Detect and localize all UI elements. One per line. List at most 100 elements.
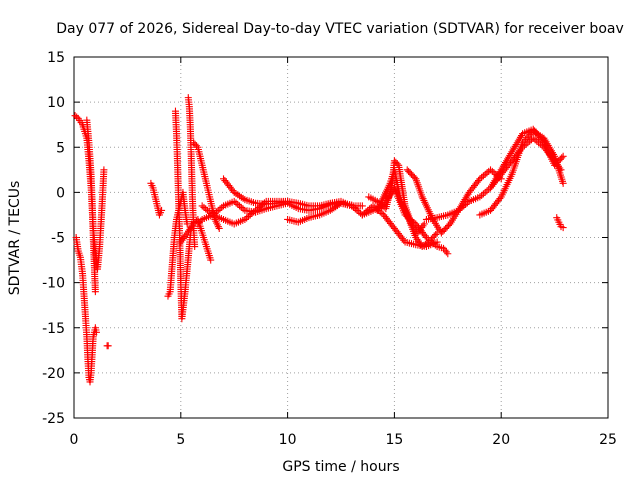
series-track-m bbox=[220, 175, 292, 208]
data-point bbox=[232, 199, 240, 207]
data-point bbox=[236, 202, 244, 210]
data-point bbox=[488, 167, 496, 175]
data-point bbox=[479, 190, 487, 198]
data-point bbox=[496, 195, 504, 203]
data-point bbox=[476, 175, 484, 183]
data-point bbox=[475, 177, 483, 185]
series-track-d bbox=[103, 342, 112, 350]
data-point bbox=[236, 192, 244, 200]
data-point bbox=[483, 187, 491, 195]
data-point bbox=[332, 203, 340, 211]
y-axis-label: SDTVAR / TECUs bbox=[7, 181, 23, 296]
data-point bbox=[100, 166, 108, 174]
x-tick-label: 15 bbox=[385, 432, 403, 448]
x-tick-labels: 0 5 10 15 20 25 bbox=[70, 432, 617, 448]
data-point bbox=[478, 191, 486, 199]
data-point bbox=[539, 137, 547, 145]
series-track-q bbox=[373, 166, 441, 251]
series-track-g bbox=[171, 107, 195, 323]
series-track-c bbox=[83, 116, 99, 296]
data-point bbox=[200, 203, 208, 211]
data-point bbox=[522, 135, 530, 143]
y-tick-label: -5 bbox=[51, 231, 65, 247]
series-track-u bbox=[487, 125, 567, 192]
data-point bbox=[216, 205, 224, 213]
data-point bbox=[207, 256, 215, 264]
data-point bbox=[218, 203, 226, 211]
y-tick-label: -20 bbox=[42, 366, 65, 382]
data-point bbox=[230, 188, 238, 196]
data-point bbox=[458, 203, 466, 211]
y-tick-label: -15 bbox=[42, 321, 65, 337]
data-point bbox=[215, 224, 223, 232]
x-tick-label: 5 bbox=[176, 432, 185, 448]
x-tick-label: 10 bbox=[279, 432, 297, 448]
y-tick-label: 0 bbox=[56, 185, 65, 201]
data-point bbox=[430, 240, 438, 248]
data-point bbox=[73, 113, 81, 121]
data-point bbox=[410, 173, 418, 181]
data-point bbox=[559, 152, 567, 160]
data-point bbox=[481, 188, 489, 196]
data-point bbox=[355, 208, 363, 216]
series-track-e bbox=[147, 179, 166, 219]
data-point bbox=[476, 193, 484, 201]
data-point bbox=[559, 179, 567, 187]
data-point bbox=[204, 206, 211, 214]
data-point bbox=[460, 202, 468, 210]
data-point bbox=[333, 202, 341, 210]
data-point bbox=[209, 211, 217, 219]
data-point bbox=[559, 224, 567, 232]
x-tick-label: 25 bbox=[599, 432, 617, 448]
data-point bbox=[192, 142, 200, 150]
y-tick-label: -25 bbox=[42, 411, 65, 427]
y-tick-label: 5 bbox=[56, 140, 65, 156]
data-point bbox=[239, 194, 247, 202]
data-point bbox=[241, 215, 249, 223]
data-point bbox=[230, 197, 238, 205]
data-point bbox=[351, 205, 359, 213]
data-point bbox=[243, 214, 251, 222]
data-point bbox=[330, 204, 338, 212]
data-point bbox=[531, 136, 539, 144]
data-point bbox=[92, 328, 100, 336]
data-point bbox=[229, 187, 237, 195]
data-point bbox=[205, 208, 213, 216]
data-point bbox=[212, 208, 220, 216]
series-track-n bbox=[284, 199, 441, 251]
data-point bbox=[462, 200, 470, 208]
data-point bbox=[214, 206, 222, 214]
data-point bbox=[456, 205, 464, 213]
data-points bbox=[71, 94, 567, 386]
data-point bbox=[202, 205, 210, 213]
data-point bbox=[237, 193, 245, 201]
data-point bbox=[558, 154, 566, 162]
data-point bbox=[431, 241, 439, 249]
data-point bbox=[490, 169, 498, 177]
data-point bbox=[348, 202, 356, 210]
data-point bbox=[463, 199, 471, 207]
data-point bbox=[328, 205, 336, 213]
grid-lines bbox=[74, 57, 608, 418]
data-point bbox=[529, 134, 537, 142]
series-track-v bbox=[553, 214, 567, 232]
data-point bbox=[158, 206, 166, 214]
data-point bbox=[191, 243, 199, 251]
data-point bbox=[358, 202, 366, 210]
data-point bbox=[378, 209, 386, 217]
y-tick-label: -10 bbox=[42, 276, 65, 292]
data-point bbox=[421, 232, 429, 240]
chart-title: Day 077 of 2026, Sidereal Day-to-day VTE… bbox=[56, 21, 624, 37]
data-point bbox=[211, 209, 219, 217]
y-tick-labels: 15 10 5 0 -5 -10 -15 -20 -25 bbox=[42, 50, 65, 427]
x-axis-label: GPS time / hours bbox=[282, 459, 399, 475]
data-point bbox=[197, 217, 205, 225]
data-point bbox=[483, 169, 491, 177]
axis-ticks bbox=[73, 56, 609, 419]
data-point bbox=[349, 203, 357, 211]
data-point bbox=[487, 166, 495, 174]
data-point bbox=[232, 190, 240, 198]
y-tick-label: 10 bbox=[47, 95, 65, 111]
y-tick-label: 15 bbox=[47, 50, 65, 66]
